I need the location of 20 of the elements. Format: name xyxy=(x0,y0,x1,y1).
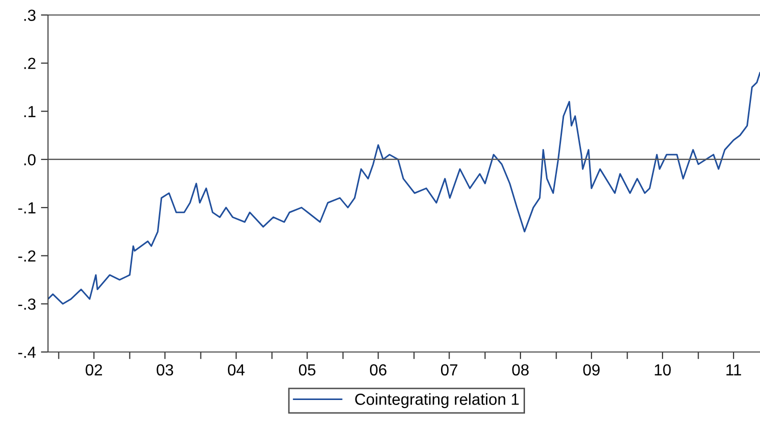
y-tick-label: .2 xyxy=(24,58,36,69)
x-tick-label: 07 xyxy=(440,364,458,376)
x-tick-label: 05 xyxy=(298,364,316,376)
x-tick-label: 02 xyxy=(86,364,102,376)
y-tick-label: -.3 xyxy=(18,298,36,310)
y-tick-label: .1 xyxy=(24,106,36,118)
x-tick-label: 06 xyxy=(370,364,386,376)
y-tick-label: .0 xyxy=(24,154,36,166)
x-tick-label: 09 xyxy=(583,364,600,376)
x-tick-label: 08 xyxy=(512,364,529,376)
y-tick-label: -.4 xyxy=(18,346,36,358)
x-tick-label: 11 xyxy=(726,364,742,376)
x-tick-label: 03 xyxy=(156,364,174,376)
y-tick-label: -.2 xyxy=(18,250,36,262)
x-tick-label: 04 xyxy=(228,364,245,376)
y-tick-label: .3 xyxy=(24,10,36,21)
legend-label: Cointegrating relation 1 xyxy=(355,393,519,408)
line-series xyxy=(48,72,760,305)
y-tick-label: -.1 xyxy=(18,202,36,214)
x-tick-label: 10 xyxy=(654,364,671,376)
